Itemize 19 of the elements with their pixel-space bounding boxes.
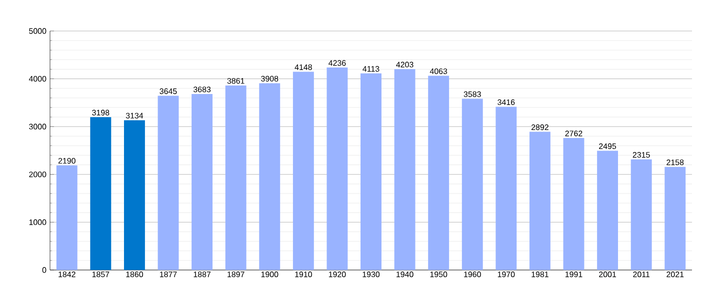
bar [597, 150, 618, 270]
bar [192, 94, 213, 270]
bar [259, 83, 280, 270]
bar [158, 96, 179, 270]
bar [225, 85, 246, 270]
bar [326, 68, 348, 270]
bar [360, 73, 382, 270]
bar [529, 132, 550, 270]
bar [292, 72, 314, 270]
bar [630, 159, 652, 270]
bar [496, 106, 517, 270]
bar [664, 166, 686, 270]
bar [462, 98, 483, 270]
bar [56, 165, 78, 270]
bar [90, 117, 112, 270]
bar [563, 138, 584, 270]
bar [394, 69, 416, 270]
bar [428, 76, 450, 270]
bar [124, 120, 145, 270]
